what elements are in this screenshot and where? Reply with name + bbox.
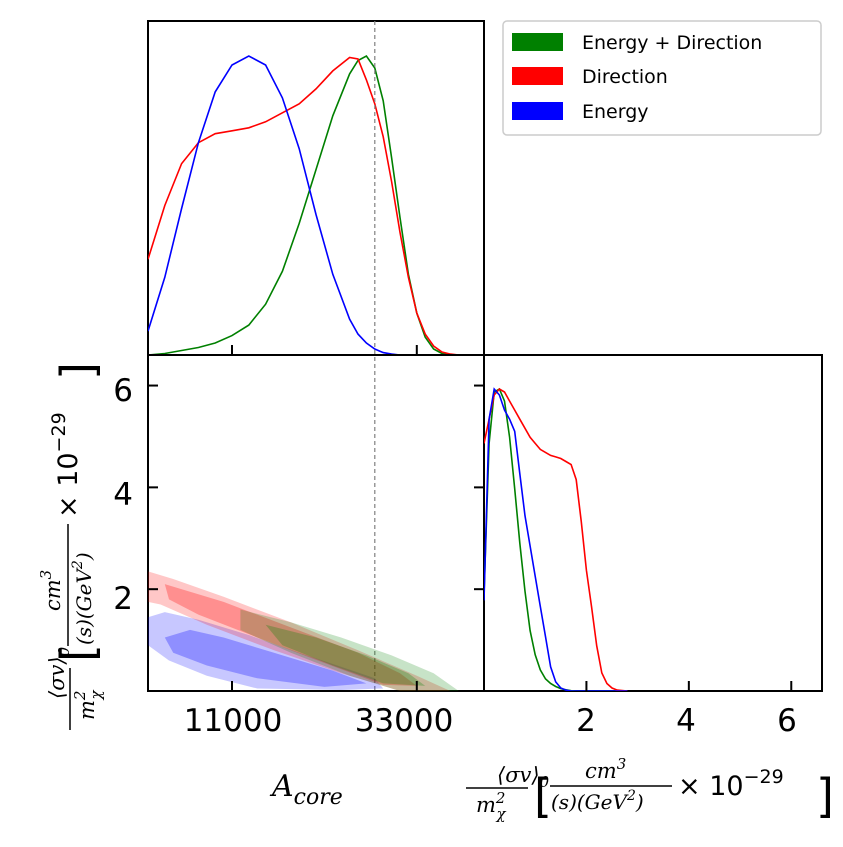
joint-contours (148, 571, 459, 691)
x-tick-label-6: 6 (777, 703, 797, 739)
sv-den: (s)(GeV (551, 790, 629, 814)
legend-swatch-energy (512, 102, 563, 120)
acore-subscript: core (294, 785, 343, 810)
x-tick-label-4: 4 (676, 703, 696, 739)
x-tick-label-2: 2 (576, 703, 596, 739)
y-times: × 10 (53, 452, 84, 518)
sv-den-sup: 2 (626, 788, 636, 804)
y-cm-sup: 3 (37, 570, 55, 580)
legend-label-energy: Energy (582, 101, 649, 123)
y-den-text: (s)(GeV2) (70, 552, 96, 645)
legend-swatch-energy-direction (512, 33, 563, 51)
y-sigma: ⟨σv⟩ (45, 656, 69, 699)
sv-bracket-close: ] (816, 769, 834, 823)
y-den-sup: 2 (70, 560, 86, 570)
y-mass-text: m2χ (71, 690, 105, 720)
sv-mass-text: m2 χ (476, 789, 506, 823)
x-axis-label-sigmav: ⟨σv⟩0 m2 χ [ cm3 (s)(GeV2) × 10−29 ] (466, 755, 834, 823)
y-sigma-text: ⟨σv⟩0 (45, 646, 73, 699)
y-tick-label-4: 4 (113, 477, 133, 513)
sv-bracket-open: [ (534, 769, 552, 823)
y-m-sub: χ (87, 690, 105, 701)
legend-box (502, 20, 822, 136)
contour-direction-95 (148, 571, 451, 691)
marginal-acore-frame (147, 20, 485, 356)
y-m-sup: 2 (71, 691, 89, 702)
sv-sigma: ⟨σv⟩ (497, 763, 540, 787)
legend-label-energy-direction: Energy + Direction (582, 32, 762, 54)
contour-direction-68 (164, 584, 417, 686)
y-bracket-close: ] (51, 362, 105, 380)
y-m: m (75, 700, 99, 720)
y-tick-label-6: 6 (113, 373, 133, 409)
joint-acore-sigmav-panel: 11000 33000 2 4 6 (113, 354, 485, 739)
y-exp: −29 (48, 412, 70, 452)
x-tick-label-33000: 33000 (355, 703, 454, 739)
contour-energy-direction-95 (240, 609, 459, 691)
y-times-text: × 10−29 (48, 412, 84, 518)
y-axis-label-sigmav: ⟨σv⟩0 m2χ [ cm3 (s)(GeV2) × 10−29 ] (37, 362, 105, 730)
legend-swatch-direction (512, 67, 563, 85)
sv-m-sup: 2 (495, 789, 506, 807)
sv-sigma-sub: 0 (540, 773, 550, 791)
contour-energy-68 (164, 629, 367, 687)
marginal-sigmav-panel: 2 4 6 (483, 354, 823, 739)
sv-cm: cm (585, 759, 617, 783)
marginal-sigmav-line-energy (484, 387, 628, 691)
marginal-sigmav-frame (483, 354, 823, 692)
contour-energy-95 (148, 612, 384, 690)
sv-cm-sup: 3 (617, 755, 627, 773)
legend-label-direction: Direction (582, 66, 668, 88)
marginal-sigmav-line-energy-direction (484, 387, 628, 691)
marginal-acore-line-direction (148, 56, 476, 355)
sv-times: × 10 (678, 771, 744, 802)
y-den: (s)(GeV (72, 567, 96, 645)
sv-times-text: × 10−29 (678, 766, 784, 802)
sv-exp: −29 (744, 766, 784, 788)
sv-den-text: (s)(GeV2) (551, 788, 644, 814)
x-axis-label-acore: Acore (269, 769, 343, 810)
y-cm: cm (41, 579, 65, 611)
y-sigma-sub: 0 (55, 646, 73, 656)
sv-m-sub: χ (495, 805, 506, 823)
sv-sigma-text: ⟨σv⟩0 (497, 763, 550, 791)
y-bracket-open: [ (51, 644, 105, 662)
y-tick-label-2: 2 (113, 581, 133, 617)
legend: Energy + Direction Direction Energy (502, 20, 822, 136)
y-den-close: ) (72, 552, 96, 561)
marginal-acore-line-energy (148, 55, 476, 355)
marginal-acore-line-energy-direction (148, 54, 476, 355)
sv-cm-text: cm3 (585, 755, 626, 783)
marginal-sigmav-line-direction (484, 387, 628, 691)
x-tick-label-11000: 11000 (184, 703, 283, 739)
contour-energy-direction-68 (265, 624, 426, 686)
sv-den-close: ) (635, 790, 644, 814)
y-cm-text: cm3 (37, 570, 65, 611)
sv-m: m (476, 793, 496, 817)
acore-main: A (269, 769, 294, 804)
